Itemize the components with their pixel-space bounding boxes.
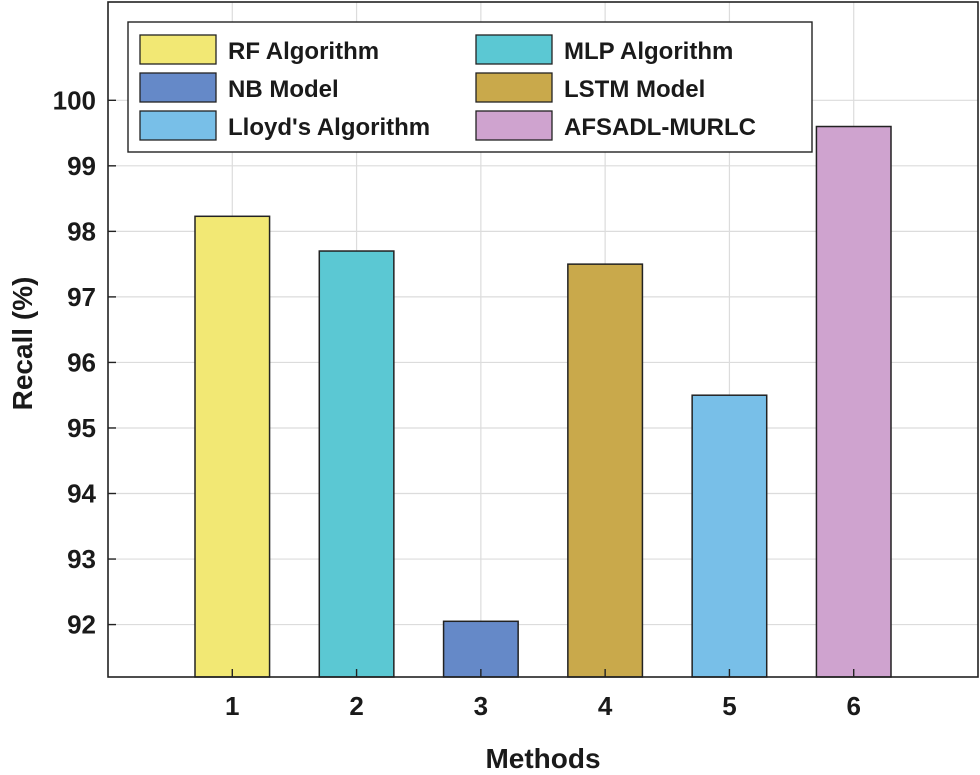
legend-label: AFSADL-MURLC <box>564 114 756 141</box>
bar-afsadl-murlc <box>815 125 892 678</box>
bar-rf-algorithm <box>194 215 271 678</box>
legend-label: RF Algorithm <box>228 38 379 65</box>
y-tick-label: 100 <box>53 85 96 115</box>
y-tick-label: 92 <box>67 610 96 640</box>
plot-frame <box>107 1 979 678</box>
legend-swatch <box>475 34 553 65</box>
x-tick-label: 6 <box>846 691 860 721</box>
x-tick-label: 1 <box>225 691 239 721</box>
axis-ticks: 92 93 94 95 96 97 98 99 100 1 2 3 4 5 6 <box>53 85 861 721</box>
legend-swatch <box>139 72 217 103</box>
legend: RF Algorithm NB Model Lloyd's Algorithm MLP… <box>127 21 813 153</box>
legend-label: MLP Algorithm <box>564 38 733 65</box>
bar-lloyd-s-algorithm <box>691 394 768 678</box>
y-tick-label: 93 <box>67 544 96 574</box>
y-tick-label: 97 <box>67 282 96 312</box>
bar-lstm-model <box>567 263 644 678</box>
legend-swatch <box>139 110 217 141</box>
legend-label: Lloyd's Algorithm <box>228 114 430 141</box>
y-tick-label: 96 <box>67 347 96 377</box>
legend-box <box>127 21 813 153</box>
y-tick-label: 99 <box>67 151 96 181</box>
bars <box>194 125 892 678</box>
y-tick-label: 95 <box>67 413 96 443</box>
legend-swatch <box>475 110 553 141</box>
y-tick-label: 98 <box>67 216 96 246</box>
legend-swatch <box>139 34 217 65</box>
x-tick-label: 3 <box>474 691 488 721</box>
x-axis-title: Methods <box>485 743 600 774</box>
x-tick-label: 4 <box>598 691 613 721</box>
y-axis-title: Recall (%) <box>7 277 38 411</box>
legend-label: LSTM Model <box>564 76 705 103</box>
bar-mlp-algorithm <box>318 250 395 678</box>
legend-label: NB Model <box>228 76 339 103</box>
y-tick-label: 94 <box>67 479 96 509</box>
x-tick-label: 2 <box>349 691 363 721</box>
bar-nb-model <box>442 620 519 678</box>
x-tick-label: 5 <box>722 691 736 721</box>
legend-swatch <box>475 72 553 103</box>
